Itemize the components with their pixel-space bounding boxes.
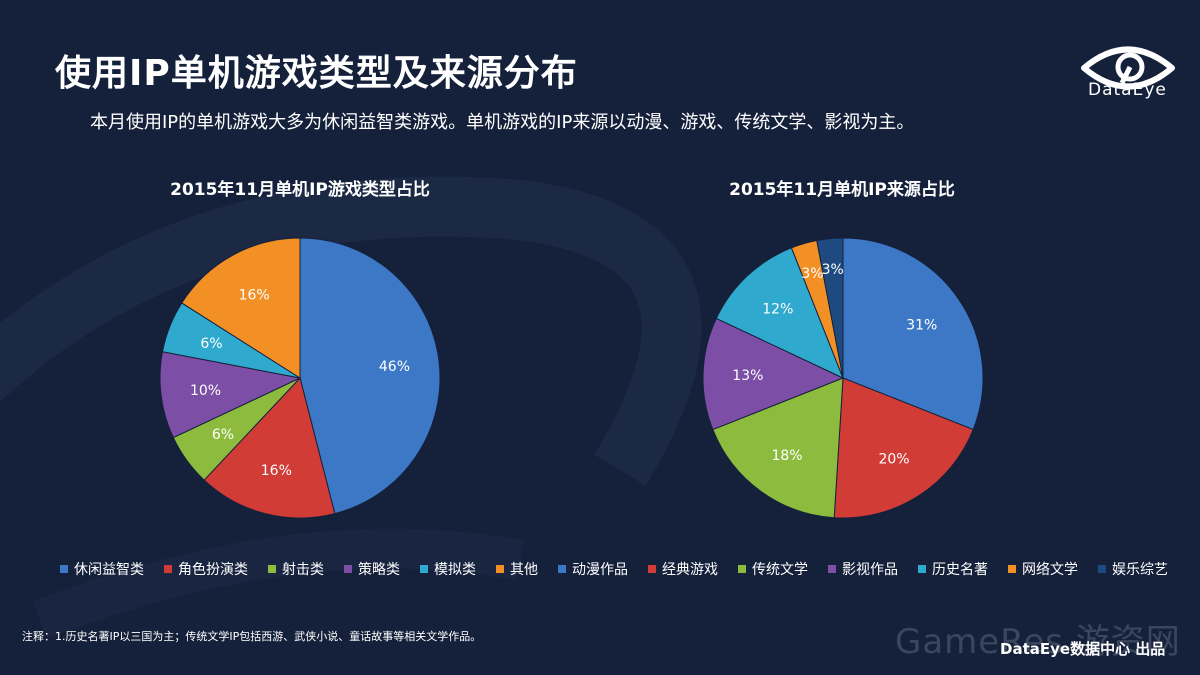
pie-label-1-4: 12% (762, 302, 793, 318)
legend-item-1-4: 历史名著 (918, 559, 988, 579)
pie-label-0-1: 16% (261, 463, 292, 479)
legend-item-0-4: 模拟类 (420, 559, 476, 579)
chart-title-genre: 2015年11月单机IP游戏类型占比 (170, 180, 430, 200)
pie-label-0-2: 6% (212, 427, 234, 443)
legend-swatch-1-5 (1008, 565, 1016, 573)
legend-label-0-2: 射击类 (282, 562, 324, 578)
pie-slice-1-0 (842, 237, 984, 431)
legend-swatch-0-0 (60, 565, 68, 573)
pie-label-0-3: 10% (190, 383, 221, 399)
footnote: 注释：1.历史名著IP以三国为主；传统文学IP包括西游、武侠小说、童话故事等相关… (22, 630, 482, 643)
legend-swatch-1-2 (738, 565, 746, 573)
pie-slice-1-6 (816, 237, 844, 379)
legend-label-0-3: 策略类 (358, 562, 400, 578)
pie-label-1-0: 31% (906, 317, 937, 333)
legend-item-1-6: 娱乐综艺 (1098, 559, 1168, 579)
pie-slice-0-3 (159, 351, 302, 439)
chart-legend: 休闲益智类 角色扮演类 射击类 策略类 模拟类 其他 动漫作品 经典游戏 传统文学 影视作品 历史名… (60, 559, 1168, 579)
pie-slice-1-1 (833, 377, 974, 519)
legend-label-1-6: 娱乐综艺 (1112, 562, 1168, 578)
legend-item-1-3: 影视作品 (828, 559, 898, 579)
page-title: 使用IP单机游戏类型及来源分布 (55, 53, 578, 94)
legend-swatch-0-4 (420, 565, 428, 573)
legend-label-1-2: 传统文学 (752, 562, 808, 578)
logo-text: DataEye (1088, 80, 1167, 100)
pie-label-1-6: 3% (822, 262, 844, 278)
legend-label-0-4: 模拟类 (434, 562, 476, 578)
legend-item-1-2: 传统文学 (738, 559, 808, 579)
pie-slice-1-3 (702, 317, 845, 431)
legend-item-1-5: 网络文学 (1008, 559, 1078, 579)
pie-chart-genre: 46% 16% 6% 10% 6% 16% (159, 237, 441, 519)
credit-text: DataEye数据中心 出品 (1000, 640, 1166, 658)
legend-swatch-1-3 (828, 565, 836, 573)
legend-label-0-0: 休闲益智类 (74, 562, 144, 578)
pie-label-0-4: 6% (200, 336, 222, 352)
pie-slice-1-4 (715, 247, 844, 379)
eye-icon (1081, 46, 1175, 90)
pie-label-1-2: 18% (771, 448, 802, 464)
pie-slice-0-5 (181, 237, 301, 379)
legend-item-0-3: 策略类 (344, 559, 400, 579)
pie-slice-0-0 (299, 237, 441, 515)
pie-label-0-0: 46% (379, 359, 410, 375)
pie-label-0-5: 16% (239, 288, 270, 304)
chart-title-source: 2015年11月单机IP来源占比 (729, 180, 955, 200)
legend-label-1-0: 动漫作品 (572, 562, 628, 578)
legend-swatch-1-1 (648, 565, 656, 573)
legend-label-1-5: 网络文学 (1022, 562, 1078, 578)
legend-swatch-1-4 (918, 565, 926, 573)
legend-item-0-2: 射击类 (268, 559, 324, 579)
pie-label-1-1: 20% (878, 451, 909, 467)
legend-swatch-1-6 (1098, 565, 1106, 573)
legend-item-0-0: 休闲益智类 (60, 559, 144, 579)
legend-swatch-0-5 (496, 565, 504, 573)
legend-label-1-3: 影视作品 (842, 562, 898, 578)
legend-item-1-1: 经典游戏 (648, 559, 718, 579)
legend-swatch-0-2 (268, 565, 276, 573)
legend-label-1-4: 历史名著 (932, 562, 988, 578)
legend-label-0-1: 角色扮演类 (178, 562, 248, 578)
legend-label-1-1: 经典游戏 (662, 562, 718, 578)
legend-item-0-1: 角色扮演类 (164, 559, 248, 579)
watermark: GameRes 游资网 (895, 622, 1181, 662)
legend-swatch-1-0 (558, 565, 566, 573)
pie-chart-source: 31% 20% 18% 13% 12% 3%3% (702, 237, 984, 519)
legend-item-1-0: 动漫作品 (558, 559, 628, 579)
pie-slice-0-1 (203, 376, 336, 519)
legend-label-0-5: 其他 (510, 562, 538, 578)
pie-label-1-5: 3% (801, 266, 823, 282)
pie-slice-1-2 (712, 377, 844, 519)
legend-swatch-0-1 (164, 565, 172, 573)
pie-label-1-3: 13% (732, 368, 763, 384)
legend-item-0-5: 其他 (496, 559, 538, 579)
legend-swatch-0-3 (344, 565, 352, 573)
page-subtitle: 本月使用IP的单机游戏大多为休闲益智类游戏。单机游戏的IP来源以动漫、游戏、传统… (90, 112, 915, 133)
